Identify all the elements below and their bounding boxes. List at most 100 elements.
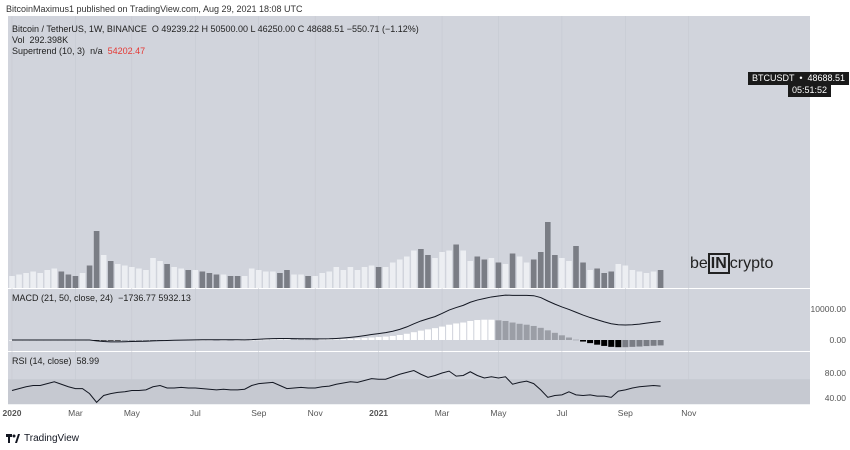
macd-histogram-bar (410, 332, 417, 340)
rsi-value: 58.99 (76, 356, 100, 366)
macd-histogram-bar (523, 324, 530, 340)
volume-bar (425, 255, 431, 288)
macd-histogram-bar (587, 340, 594, 344)
macd-histogram-bar (629, 340, 636, 347)
volume-bar (305, 276, 311, 288)
macd-histogram-bar (432, 328, 438, 340)
volume-bar (86, 265, 93, 288)
volume-bar (298, 274, 304, 288)
volume-bar (284, 270, 290, 288)
volume-bar (657, 270, 664, 288)
macd-histogram-bar (439, 326, 446, 340)
macd-histogram-bar (608, 340, 615, 347)
volume-bar (396, 259, 403, 288)
macd-histogram-bar (417, 330, 424, 340)
volume-bar (129, 267, 135, 288)
macd-histogram-bar (636, 340, 643, 347)
volume-bar (488, 258, 495, 288)
macd-histogram-bar (460, 322, 467, 340)
symbol-name: Bitcoin / TetherUS, 1W, BINANCE (12, 24, 147, 34)
volume-bar (502, 264, 509, 288)
volume-bar (509, 253, 516, 288)
macd-histogram-bar (128, 340, 135, 341)
macd-histogram-bar (424, 329, 431, 340)
volume-bar (100, 255, 107, 288)
volume-bar (23, 273, 29, 288)
volume-bar (185, 270, 192, 288)
macd-histogram-bar (340, 339, 347, 340)
volume-bar (93, 231, 100, 288)
volume-bar (277, 273, 283, 288)
time-tick-label: May (490, 408, 507, 418)
macd-histogram-bar (283, 339, 290, 340)
macd-histogram-bar (121, 340, 128, 341)
rsi-band (8, 379, 810, 405)
volume-bar (382, 267, 389, 288)
supertrend-na: n/a (90, 46, 103, 56)
macd-histogram-bar (615, 340, 622, 348)
volume-bar (37, 273, 43, 288)
rsi-label: RSI (14, close) (12, 356, 72, 366)
volume-bar (347, 267, 354, 288)
macd-histogram-bar (375, 337, 382, 340)
volume-label: Vol (12, 35, 25, 45)
ohlc-values: O 49239.22 H 50500.00 L 46250.00 C 48688… (151, 24, 419, 34)
volume-bar (234, 276, 241, 288)
volume-bar (608, 271, 615, 288)
macd-histogram-bar (354, 338, 361, 340)
volume-bar (650, 271, 657, 288)
macd-values: −1736.77 5932.13 (118, 293, 191, 303)
volume-bar (545, 222, 551, 288)
macd-histogram-bar (100, 340, 107, 341)
tradingview-logo-icon (6, 434, 20, 443)
macd-histogram-bar (255, 339, 262, 341)
volume-bar (594, 268, 600, 288)
tradingview-label: TradingView (24, 433, 80, 444)
volume-bar (199, 271, 206, 288)
macd-histogram-bar (580, 340, 587, 342)
macd-histogram-bar (509, 322, 516, 340)
volume-bar (270, 271, 276, 288)
macd-histogram-bar (446, 324, 453, 340)
volume-bar (143, 270, 149, 288)
rsi-tick-label: 40.00 (825, 393, 847, 403)
macd-histogram-bar (657, 340, 664, 346)
macd-histogram-bar (565, 337, 572, 340)
volume-value: 292.398K (29, 35, 69, 45)
macd-histogram-bar (248, 339, 255, 341)
tradingview-footer[interactable]: TradingView (6, 433, 79, 444)
time-axis (0, 404, 850, 430)
volume-bar (227, 276, 234, 288)
volume-bar (404, 256, 410, 288)
volume-bar (319, 273, 325, 288)
volume-bar (389, 262, 396, 288)
rsi-line (11, 369, 661, 404)
macd-label: MACD (21, 50, close, 24) (12, 293, 114, 303)
volume-bar (615, 264, 622, 288)
macd-histogram-bar (488, 319, 495, 340)
macd-histogram-bar (502, 320, 509, 340)
volume-bar (192, 270, 199, 288)
macd-histogram-bar (403, 333, 410, 340)
macd-histogram-bar (396, 335, 403, 340)
volume-bar (51, 268, 58, 288)
macd-histogram-bar (495, 320, 502, 340)
symbol-legend: Bitcoin / TetherUS, 1W, BINANCE O 49239.… (12, 24, 419, 34)
countdown-tag: 05:51:52 (788, 84, 832, 97)
volume-bar (107, 261, 114, 288)
volume-bar (72, 276, 79, 288)
volume-bar (361, 267, 368, 288)
macd-histogram-bar (347, 338, 354, 340)
volume-bar (453, 244, 459, 288)
macd-tick-label: 0.00 (829, 335, 846, 345)
macd-pane (8, 289, 810, 351)
volume-bar (601, 273, 607, 288)
macd-histogram-bar (368, 337, 375, 340)
volume-bar (368, 265, 375, 288)
macd-histogram-bar (481, 319, 488, 340)
price-tag: BTCUSDT • 48688.51 (748, 72, 850, 85)
macd-histogram-bar (573, 339, 579, 341)
volume-bar (44, 270, 51, 288)
volume-bar (9, 276, 15, 288)
